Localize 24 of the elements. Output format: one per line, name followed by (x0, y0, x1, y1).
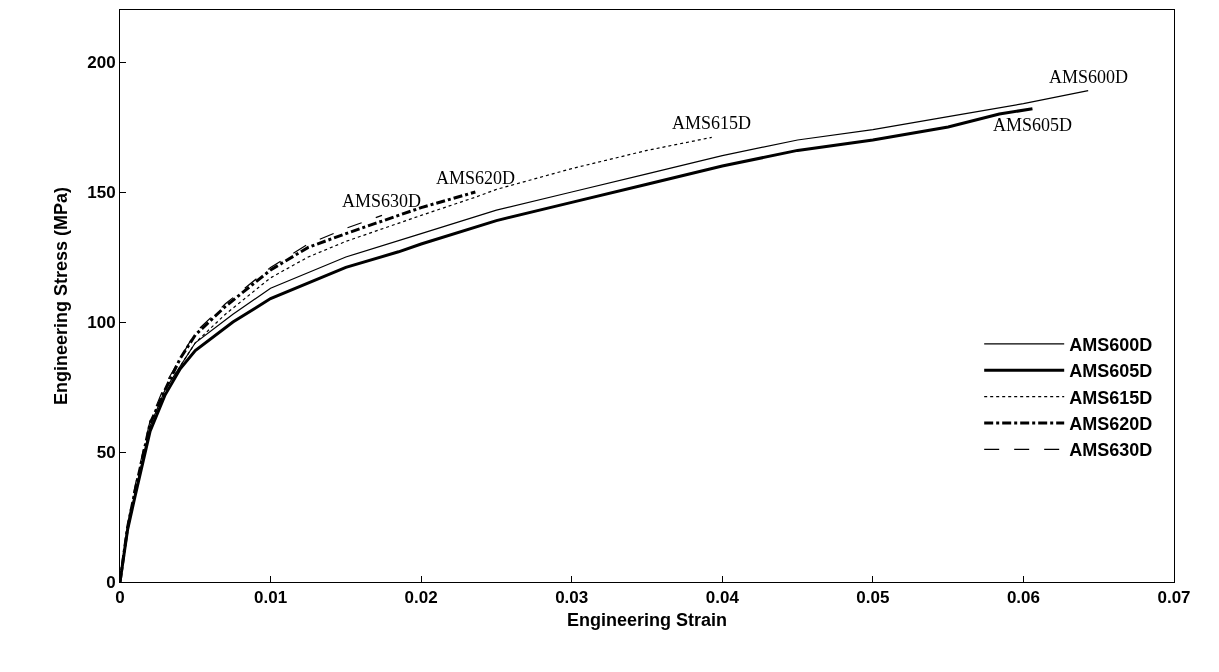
annotation: AMS600D (1049, 67, 1129, 87)
legend-label: AMS620D (1069, 414, 1153, 435)
annotation: AMS620D (436, 168, 516, 188)
annotation: AMS605D (993, 115, 1073, 135)
x-tick-label: 0.04 (705, 588, 740, 608)
legend-label: AMS630D (1069, 440, 1153, 461)
x-axis-title: Engineering Strain (566, 609, 728, 630)
x-tick-label: 0.02 (404, 588, 438, 608)
x-tick-label: 0.05 (856, 588, 890, 608)
x-tick-label: 0.07 (1157, 588, 1191, 608)
annotation: AMS630D (342, 191, 422, 211)
y-tick-label: 200 (87, 52, 116, 72)
y-axis-title: Engineering Stress (MPa) (51, 186, 72, 406)
y-tick-label: 150 (87, 182, 116, 202)
legend-label: AMS615D (1069, 387, 1153, 408)
legend-label: AMS600D (1069, 334, 1153, 355)
annotation: AMS615D (672, 113, 752, 133)
y-tick-label: 0 (106, 572, 116, 592)
y-tick-label: 100 (87, 312, 116, 332)
y-tick-label: 50 (96, 442, 116, 462)
x-tick-label: 0.06 (1006, 588, 1040, 608)
x-tick-label: 0.01 (254, 588, 288, 608)
legend-label: AMS605D (1069, 361, 1153, 382)
x-tick-label: 0.03 (555, 588, 589, 608)
